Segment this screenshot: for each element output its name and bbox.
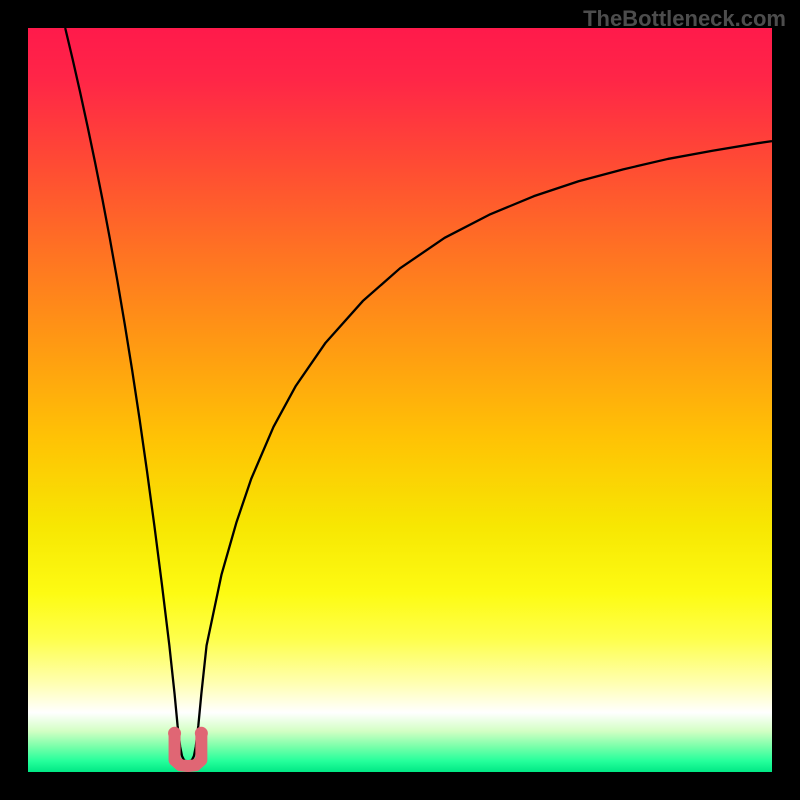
u-marker-endcap-left	[168, 727, 181, 740]
chart-container: TheBottleneck.com	[0, 0, 800, 800]
bottleneck-curve	[65, 28, 772, 762]
watermark-text: TheBottleneck.com	[583, 6, 786, 32]
chart-overlay-svg	[0, 0, 800, 800]
u-marker-endcap-right	[195, 727, 208, 740]
